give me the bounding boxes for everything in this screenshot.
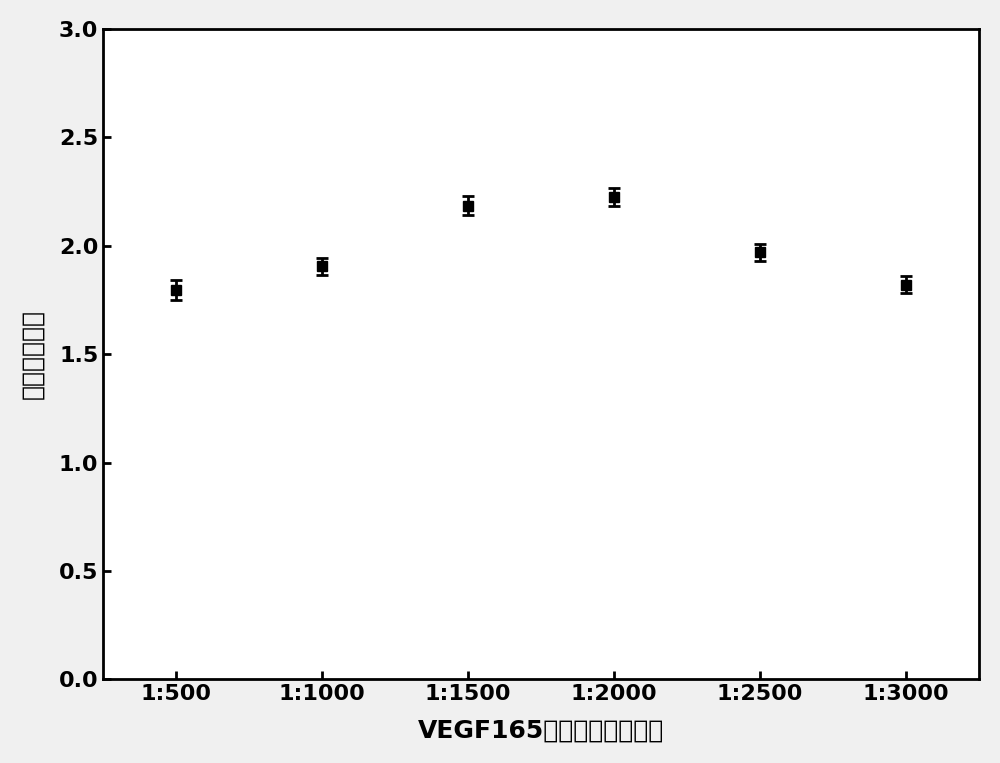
X-axis label: VEGF165多克隆抵体稀释比: VEGF165多克隆抵体稀释比 bbox=[418, 718, 664, 742]
Y-axis label: 阳性阴性比値: 阳性阴性比値 bbox=[21, 309, 45, 399]
